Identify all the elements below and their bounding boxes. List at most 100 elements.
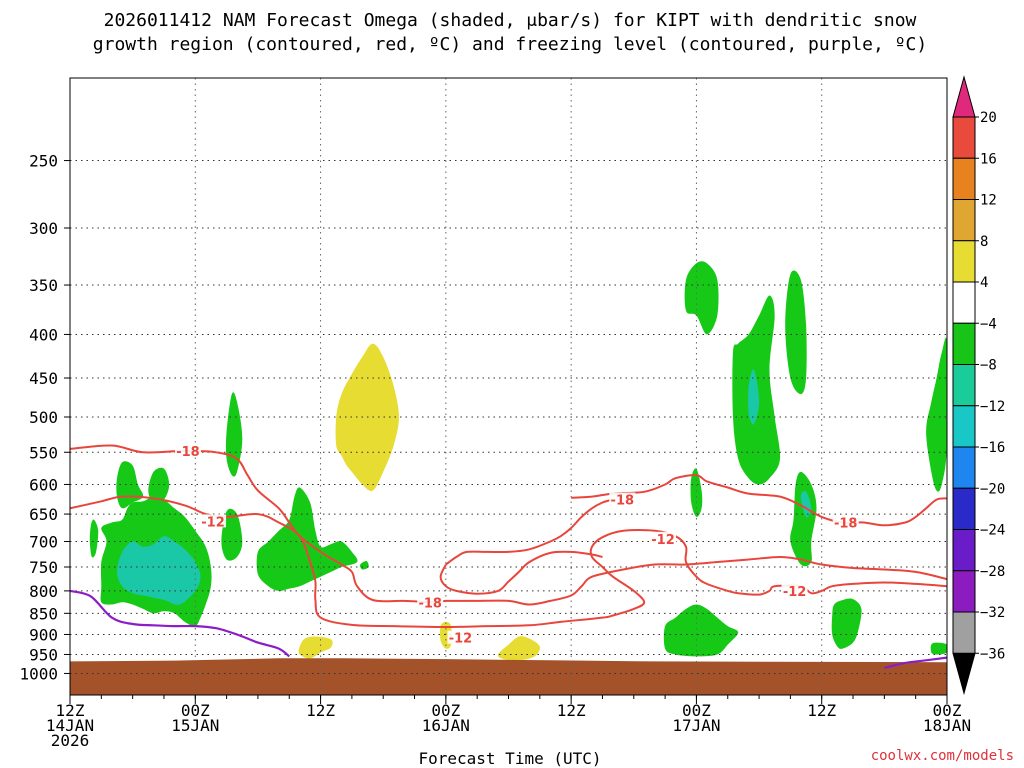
- colorbar-label: −28: [980, 564, 1005, 580]
- omega-region-green: [690, 468, 703, 518]
- dgz-contour-line: [445, 498, 614, 566]
- y-tick-label: 650: [29, 505, 58, 524]
- colorbar: 20 16 12 8 4 −4 −8 −12 −16 −20 −24 −28 −32 −36: [952, 75, 1005, 696]
- contour-label-bg: [609, 492, 636, 506]
- x-tick-label: 00Z: [933, 701, 962, 720]
- x-tick-label: 00Z: [181, 701, 210, 720]
- x-tick-label: 12Z: [306, 701, 335, 720]
- omega-region-yellow: [298, 636, 333, 659]
- y-tick-label: 1000: [19, 664, 58, 683]
- omega-region-teal: [748, 369, 760, 425]
- omega-region-green: [360, 560, 369, 570]
- omega-region-green: [663, 604, 739, 657]
- axes: 250 300 350 400 450 500 550 600 650 700 750 800 850 9…: [19, 77, 971, 750]
- dgz-contour-label: -18: [418, 596, 442, 611]
- omega-region-green: [926, 337, 947, 492]
- omega-region-green: [89, 519, 99, 558]
- colorbar-segment: [952, 529, 976, 572]
- dgz-contour-label: -18: [611, 494, 635, 509]
- colorbar-segment: [952, 364, 976, 407]
- omega-region-yellow: [497, 636, 540, 661]
- y-tick-label: 750: [29, 558, 58, 577]
- y-tick-label: 600: [29, 475, 58, 494]
- credit-text: coolwx.com/models: [871, 748, 1014, 764]
- omega-region-green: [148, 467, 170, 504]
- x-tick-label: 12Z: [557, 701, 586, 720]
- omega-region-green: [225, 392, 243, 477]
- colorbar-label: −16: [980, 440, 1005, 456]
- omega-region-green: [790, 471, 817, 567]
- colorbar-segment: [952, 487, 976, 530]
- contour-label-bg: [447, 630, 474, 644]
- colorbar-segment: [952, 570, 976, 613]
- colorbar-segment: [952, 611, 976, 654]
- y-tick-label: 450: [29, 369, 58, 388]
- colorbar-label: −20: [980, 481, 1005, 497]
- plot-clipped-group: -18 -12 -18 -12 -18 -12 -12 -18: [70, 78, 947, 695]
- dgz-contour-line: [439, 550, 603, 595]
- colorbar-top-arrow: [952, 75, 976, 118]
- plot-area: -18 -12 -18 -12 -18 -12 -12 -18: [70, 78, 947, 695]
- x-tick-label: 16JAN: [422, 716, 470, 735]
- colorbar-segment: [952, 322, 976, 365]
- colorbar-label: −4: [980, 316, 997, 332]
- y-tick-label: 300: [29, 219, 58, 238]
- y-tick-label: 350: [29, 276, 58, 295]
- colorbar-segment: [952, 116, 976, 159]
- y-tick-label: 800: [29, 582, 58, 601]
- colorbar-segment: [952, 240, 976, 283]
- contour-label-bg: [832, 515, 859, 529]
- colorbar-label: −8: [980, 358, 997, 374]
- x-tick-label: 2026: [51, 731, 90, 750]
- y-tick-label: 900: [29, 625, 58, 644]
- x-tick-label: 12Z: [56, 701, 85, 720]
- contour-label-bg: [200, 514, 227, 528]
- chart-title-line-2: growth region (contoured, red, ºC) and f…: [93, 34, 927, 55]
- y-tick-label: 700: [29, 532, 58, 551]
- colorbar-label: 12: [980, 193, 997, 209]
- contour-label-bg: [174, 443, 201, 457]
- dgz-contour-label: -18: [176, 445, 200, 460]
- dgz-contour-label: -12: [201, 515, 225, 530]
- contour-label-bg: [417, 595, 444, 609]
- dgz-contour-label: -12: [449, 632, 473, 647]
- dgz-contour-label: -18: [834, 517, 858, 532]
- colorbar-segment: [952, 199, 976, 242]
- dgz-contour-line: [70, 495, 947, 629]
- x-tick-label: 18JAN: [923, 716, 971, 735]
- colorbar-segment: [952, 157, 976, 200]
- colorbar-label: 16: [980, 151, 997, 167]
- omega-region-green: [684, 261, 719, 335]
- y-tick-label: 950: [29, 645, 58, 664]
- freezing-level-line: [884, 656, 947, 669]
- colorbar-label: −36: [980, 646, 1005, 662]
- y-tick-label: 500: [29, 408, 58, 427]
- y-tick-label: 850: [29, 604, 58, 623]
- omega-region-teal: [117, 536, 201, 605]
- colorbar-label: −12: [980, 399, 1005, 415]
- y-tick-label: 250: [29, 152, 58, 171]
- x-tick-label: 15JAN: [171, 716, 219, 735]
- colorbar-label: 4: [980, 275, 988, 291]
- omega-region-green: [256, 487, 358, 591]
- dgz-contour-label: -12: [651, 533, 675, 548]
- dgz-contour-line: [571, 474, 947, 527]
- ground-surface: [70, 658, 947, 695]
- colorbar-segment: [952, 405, 976, 448]
- chart-title-line-1: 2026011412 NAM Forecast Omega (shaded, μ…: [104, 10, 917, 31]
- freezing-level-line: [70, 589, 290, 658]
- x-tick-label: 12Z: [807, 701, 836, 720]
- x-tick-label: 14JAN: [46, 716, 94, 735]
- colorbar-label: 8: [980, 234, 988, 250]
- x-tick-label: 17JAN: [672, 716, 720, 735]
- colorbar-segment: [952, 281, 976, 324]
- omega-region-green: [221, 508, 243, 561]
- colorbar-label: −24: [980, 523, 1005, 539]
- dgz-contour-label: -12: [783, 585, 807, 600]
- dgz-contour-line: [70, 444, 947, 606]
- omega-region-green: [785, 270, 807, 395]
- omega-region-green: [930, 642, 947, 655]
- x-tick-label: 00Z: [431, 701, 460, 720]
- y-tick-label: 400: [29, 325, 58, 344]
